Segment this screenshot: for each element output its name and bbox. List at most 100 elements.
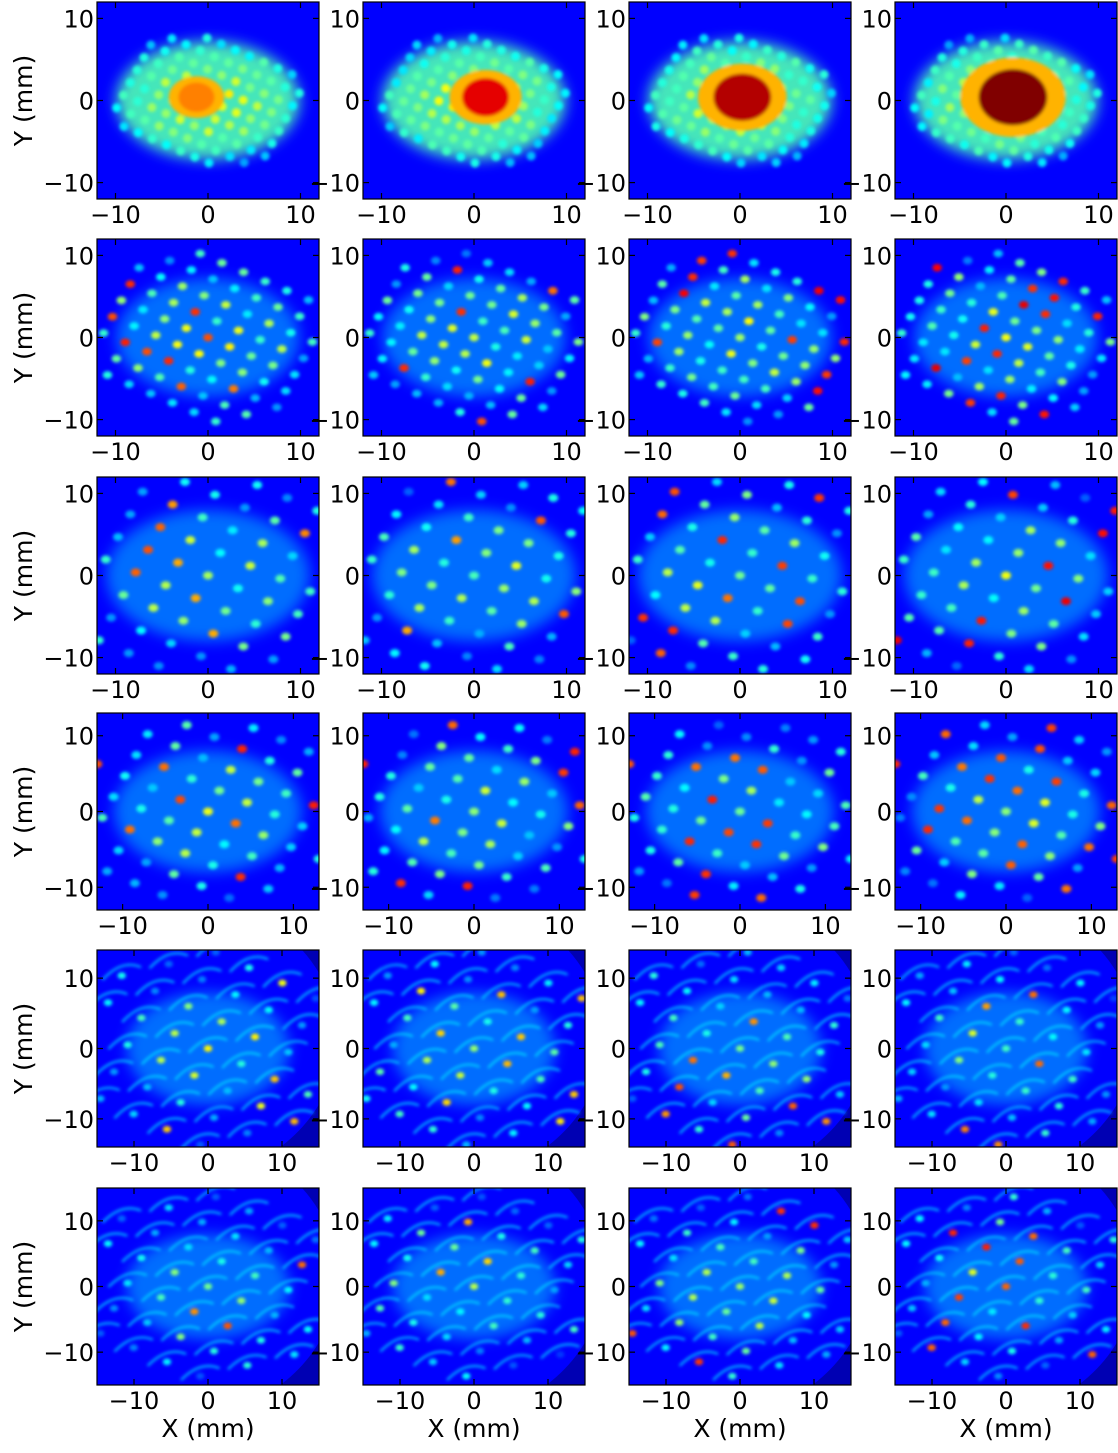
arc-streak: [786, 1303, 827, 1320]
spot: [170, 1268, 179, 1276]
spot: [773, 410, 784, 419]
spot: [140, 84, 150, 94]
spot: [263, 884, 274, 893]
spot: [704, 340, 715, 349]
spot: [259, 57, 269, 67]
spot: [696, 960, 705, 968]
spot: [474, 629, 485, 638]
spot: [978, 849, 989, 858]
spot: [109, 1068, 119, 1076]
spot: [645, 846, 656, 855]
spot: [648, 296, 659, 305]
spot: [282, 286, 292, 295]
spot: [980, 133, 990, 143]
spot: [722, 308, 733, 316]
spot: [152, 837, 163, 846]
spot: [1062, 1006, 1071, 1014]
spot: [938, 115, 948, 125]
intensity-spots: [97, 477, 319, 674]
arc-streak: [895, 1296, 932, 1312]
spot: [712, 849, 723, 858]
spot: [525, 377, 535, 386]
spot: [405, 53, 415, 63]
spot: [231, 991, 240, 999]
spot: [287, 101, 297, 111]
spot: [100, 555, 111, 564]
spot: [760, 384, 771, 393]
spot: [578, 506, 585, 515]
spot: [951, 661, 962, 670]
spot: [429, 816, 440, 825]
spot: [399, 96, 409, 106]
spot: [239, 126, 249, 136]
arc-streak: [672, 1048, 713, 1066]
spot: [287, 551, 298, 560]
x-axis-label: X (mm): [693, 1414, 786, 1443]
spot: [904, 613, 915, 622]
spot: [412, 40, 422, 50]
y-tick-label: 10: [329, 1208, 360, 1236]
arc-streak: [678, 1350, 719, 1367]
spot: [207, 375, 217, 384]
spot: [239, 503, 250, 512]
spot: [142, 730, 153, 739]
arc-streak: [1032, 1024, 1073, 1042]
spot: [775, 1361, 784, 1369]
spot: [641, 1304, 651, 1312]
y-tick-label: 10: [329, 965, 360, 993]
spot: [363, 813, 374, 822]
spot: [756, 342, 767, 351]
spot: [526, 277, 537, 286]
hot-core: [178, 82, 215, 112]
spot: [814, 286, 824, 295]
spot: [778, 852, 789, 861]
spot: [762, 45, 772, 55]
spot: [123, 649, 134, 658]
spot: [923, 280, 934, 288]
spot: [218, 133, 228, 143]
spot: [698, 639, 709, 648]
spot: [671, 53, 681, 63]
x-tick-label: 0: [998, 1387, 1013, 1415]
spot: [756, 58, 766, 68]
spot: [260, 120, 270, 130]
arc-streak: [453, 1036, 494, 1054]
y-tick-label: 10: [595, 5, 626, 33]
spot: [962, 256, 973, 265]
spot: [1051, 132, 1061, 142]
y-tick-label: 0: [345, 563, 360, 591]
spot: [525, 89, 535, 99]
x-tick-label: 0: [732, 676, 747, 704]
spot: [916, 591, 927, 600]
spot: [368, 867, 379, 876]
spot: [814, 493, 825, 502]
spot: [474, 275, 484, 284]
y-tick-label: −10: [841, 874, 892, 902]
spot: [710, 616, 721, 625]
arc-streak: [248, 1239, 289, 1256]
spot: [425, 762, 436, 771]
spot: [1090, 768, 1101, 777]
arc-streak: [979, 1132, 1018, 1147]
spot: [423, 891, 434, 900]
spot: [237, 1297, 246, 1305]
spot: [972, 52, 982, 62]
spot: [113, 532, 124, 541]
arc-streak: [713, 1132, 752, 1147]
spot: [516, 1033, 526, 1041]
spot: [243, 1129, 252, 1137]
arc-streak: [148, 952, 189, 970]
intensity-spots: [97, 950, 319, 1147]
y-tick-label: 10: [861, 5, 892, 33]
y-tick-label: 0: [611, 1036, 626, 1064]
x-tick-label: 0: [732, 1149, 747, 1177]
spot: [1015, 1018, 1024, 1025]
spot: [253, 777, 264, 786]
spot: [1030, 139, 1040, 149]
spot: [185, 536, 196, 545]
x-tick-label: 0: [732, 912, 747, 940]
spot: [792, 120, 802, 130]
arc-streak: [786, 1067, 827, 1085]
spot: [796, 319, 806, 328]
